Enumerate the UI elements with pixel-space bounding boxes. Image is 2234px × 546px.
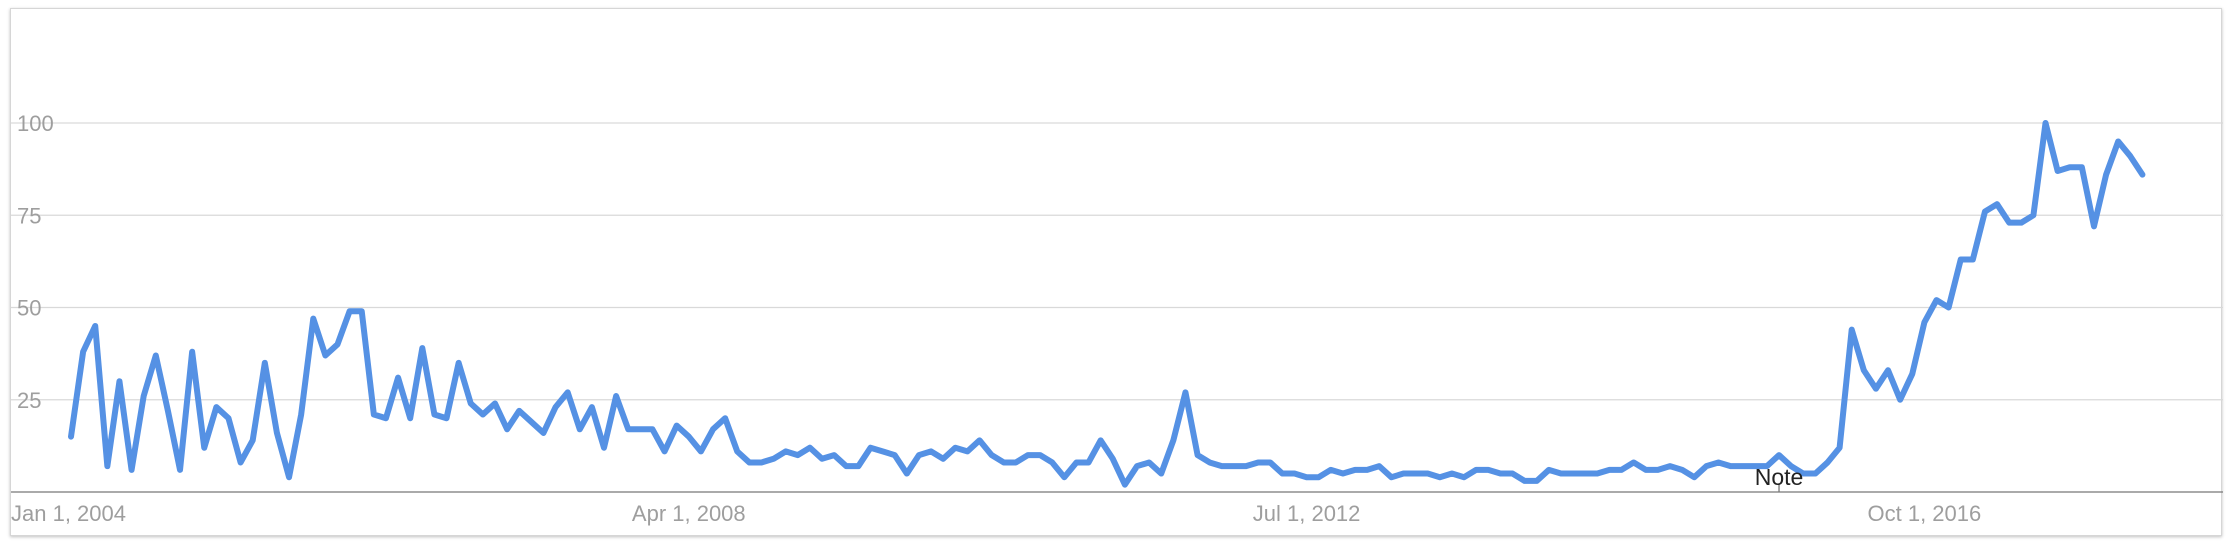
line-chart: 25 50 75 100 Jan 1, 2004 Apr 1, 2008 Jul 1, 2… (11, 111, 2223, 526)
series-layer (68, 120, 2146, 488)
y-tick-label: 50 (17, 296, 41, 321)
chart-card: 25 50 75 100 Jan 1, 2004 Apr 1, 2008 Jul 1, 2… (10, 8, 2223, 536)
y-axis-ticks: 25 50 75 100 (17, 111, 54, 413)
x-tick-label: Oct 1, 2016 (1868, 501, 1982, 526)
x-axis-ticks: Jan 1, 2004 Apr 1, 2008 Jul 1, 2012 Oct 1, … (11, 501, 1981, 526)
x-tick-label: Jan 1, 2004 (11, 501, 126, 526)
y-tick-label: 75 (17, 203, 41, 228)
note-label: Note (1755, 464, 1804, 490)
annotations: Note (1755, 464, 1804, 492)
gridlines (11, 122, 2223, 401)
x-tick-label: Apr 1, 2008 (632, 501, 746, 526)
series-line (68, 120, 2146, 488)
y-tick-label: 100 (17, 111, 54, 136)
x-tick-label: Jul 1, 2012 (1253, 501, 1361, 526)
y-tick-label: 25 (17, 388, 41, 413)
